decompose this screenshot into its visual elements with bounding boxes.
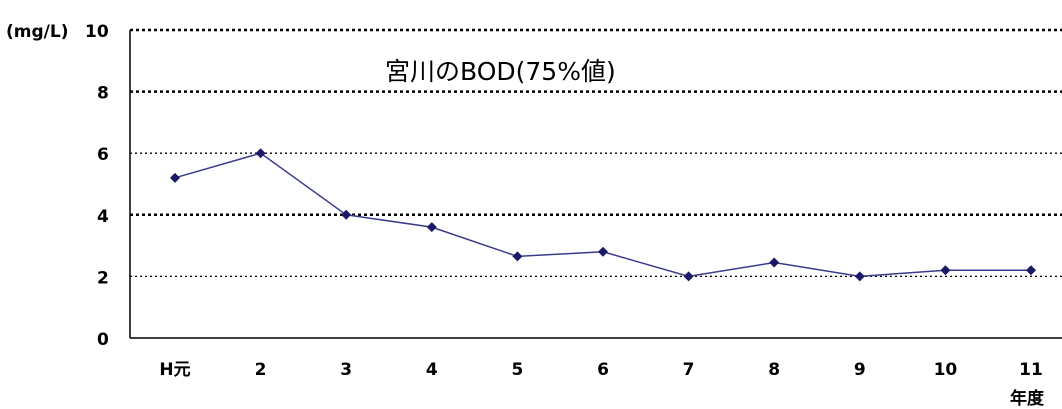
- x-tick-label: 5: [511, 360, 523, 380]
- y-tick-label: 0: [97, 330, 109, 350]
- x-tick-label: 4: [426, 360, 438, 380]
- y-tick-label: 10: [85, 22, 109, 42]
- data-point: [854, 271, 865, 282]
- data-point: [255, 148, 266, 159]
- x-axis-label: 年度: [1010, 388, 1045, 409]
- x-tick-label: 3: [340, 360, 352, 380]
- gridlines: [130, 28, 1062, 278]
- data-point: [940, 265, 951, 276]
- x-tick-label: 11: [1019, 360, 1043, 380]
- series: [170, 148, 1036, 282]
- x-tick-labels: H元 2 3 4 5 6 7 8 9 10 11: [159, 360, 1042, 380]
- data-point: [426, 222, 437, 233]
- data-point: [1026, 265, 1036, 276]
- data-point: [512, 251, 523, 262]
- data-point: [769, 257, 780, 268]
- y-tick-labels: 0 2 4 6 8 10: [85, 22, 109, 350]
- data-point: [598, 246, 608, 257]
- x-tick-label: 6: [597, 360, 609, 380]
- x-tick-label: 9: [854, 360, 866, 380]
- x-tick-label: H元: [159, 360, 190, 380]
- axes: [129, 30, 1062, 339]
- y-axis-unit-label: (mg/L): [6, 22, 68, 42]
- y-tick-label: 6: [97, 145, 109, 165]
- x-tick-label: 7: [683, 360, 695, 380]
- data-point: [683, 271, 694, 282]
- series-line: [174, 152, 1031, 278]
- y-tick-label: 4: [97, 207, 109, 227]
- x-tick-label: 2: [255, 360, 267, 380]
- chart-title: 宮川のBOD(75%値): [385, 57, 616, 86]
- x-tick-label: 10: [934, 360, 958, 380]
- data-point: [170, 172, 180, 183]
- data-point: [341, 209, 352, 220]
- y-tick-label: 2: [97, 268, 109, 288]
- x-tick-label: 8: [768, 360, 780, 380]
- y-tick-label: 8: [97, 84, 109, 104]
